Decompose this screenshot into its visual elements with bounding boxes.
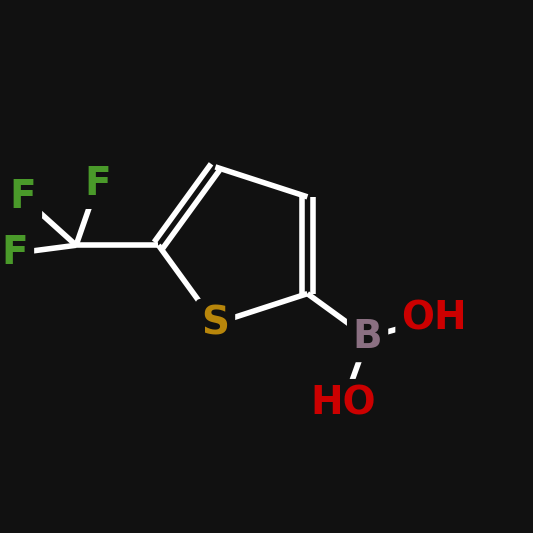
Text: F: F (84, 165, 111, 203)
Text: F: F (10, 179, 36, 216)
Text: OH: OH (401, 300, 467, 338)
Text: HO: HO (311, 385, 376, 423)
Text: F: F (2, 234, 28, 272)
Text: B: B (353, 318, 382, 357)
Text: S: S (201, 304, 229, 343)
